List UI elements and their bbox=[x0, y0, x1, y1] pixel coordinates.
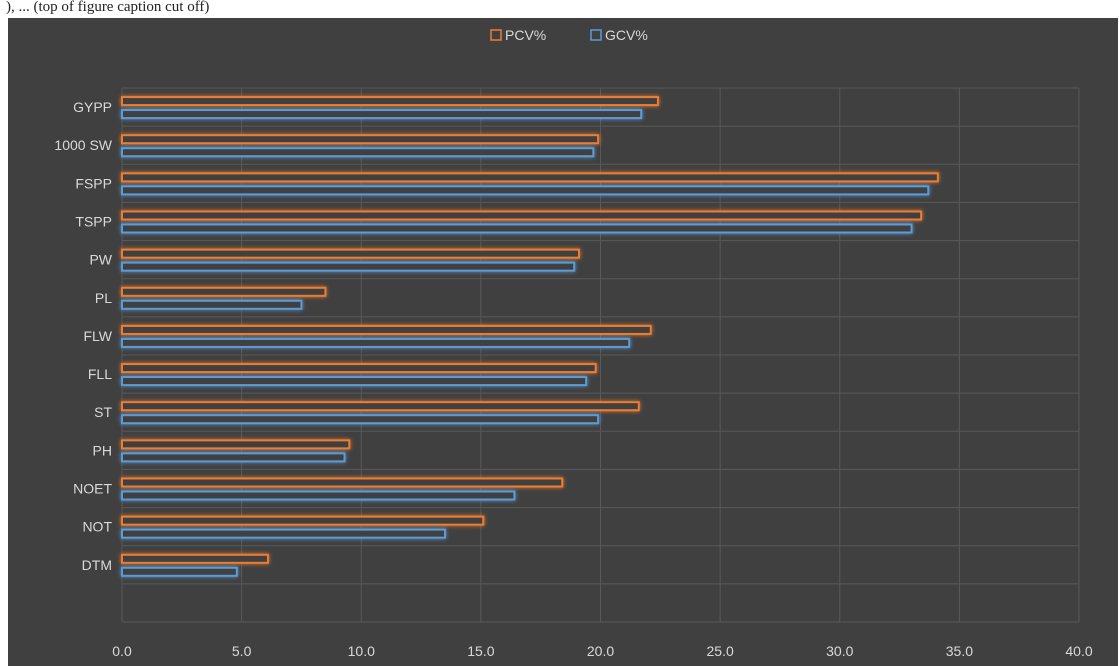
bar-chart: GYPP 1000 SW FSPP TSPP PW PL FLW FLL ST PH NOET NOT… bbox=[54, 27, 1093, 659]
category-label: ST bbox=[94, 404, 112, 420]
bar-gcv-noet bbox=[121, 490, 516, 501]
bar-gcv-pw bbox=[121, 261, 576, 272]
bar-pcv-fll bbox=[121, 363, 597, 374]
category-label: GYPP bbox=[73, 99, 112, 115]
legend: PCV% GCV% bbox=[490, 27, 648, 43]
value-tick-label: 15.0 bbox=[467, 643, 494, 659]
category-label: FSPP bbox=[75, 175, 112, 191]
bar-gcv-st bbox=[121, 414, 600, 425]
bar-pcv-pl bbox=[121, 286, 327, 297]
category-label: NOT bbox=[82, 519, 112, 535]
legend-label: GCV% bbox=[605, 27, 648, 43]
bar-pcv-gypp bbox=[121, 96, 659, 107]
bar-gcv-not bbox=[121, 528, 446, 539]
legend-swatch bbox=[490, 29, 502, 41]
chart-area: GYPP 1000 SW FSPP TSPP PW PL FLW FLL ST PH NOET NOT… bbox=[8, 18, 1118, 666]
category-label: DTM bbox=[82, 557, 112, 573]
category-label: FLW bbox=[83, 328, 112, 344]
legend-label: PCV% bbox=[505, 27, 546, 43]
value-tick-label: 40.0 bbox=[1065, 643, 1092, 659]
bar-gcv-dtm bbox=[121, 566, 238, 577]
bar-pcv-flw bbox=[121, 324, 652, 335]
bar-gcv-ph bbox=[121, 452, 346, 463]
bar-pcv-1000-sw bbox=[121, 134, 600, 145]
value-tick-label: 0.0 bbox=[112, 643, 132, 659]
bar-gcv-tspp bbox=[121, 223, 913, 234]
bar-gcv-1000-sw bbox=[121, 147, 595, 158]
category-label: PH bbox=[93, 442, 112, 458]
value-tick-label: 35.0 bbox=[946, 643, 973, 659]
bars bbox=[121, 96, 939, 577]
bar-pcv-fspp bbox=[121, 172, 939, 183]
figure-caption-fragment: ), ... (top of figure caption cut off) bbox=[0, 0, 1119, 18]
category-label: PW bbox=[89, 252, 112, 268]
category-label: 1000 SW bbox=[54, 137, 112, 153]
value-tick-label: 10.0 bbox=[348, 643, 375, 659]
bar-pcv-tspp bbox=[121, 210, 923, 221]
gridlines bbox=[121, 87, 1080, 623]
value-tick-label: 25.0 bbox=[707, 643, 734, 659]
bar-pcv-not bbox=[121, 515, 485, 526]
caption-text: ), ... (top of figure caption cut off) bbox=[6, 0, 210, 15]
value-tick-label: 20.0 bbox=[587, 643, 614, 659]
category-label: NOET bbox=[73, 481, 112, 497]
legend-swatch bbox=[590, 29, 602, 41]
bar-pcv-ph bbox=[121, 439, 351, 450]
bar-gcv-fspp bbox=[121, 185, 930, 196]
bar-gcv-pl bbox=[121, 299, 303, 310]
category-axis-labels: GYPP 1000 SW FSPP TSPP PW PL FLW FLL ST PH NOET NOT… bbox=[54, 99, 112, 573]
bar-pcv-noet bbox=[121, 477, 564, 488]
category-label: FLL bbox=[88, 366, 112, 382]
bar-gcv-flw bbox=[121, 337, 631, 348]
value-axis-labels: 0.0 5.0 10.0 15.0 20.0 25.0 30.0 35.0 40.0 bbox=[112, 643, 1093, 659]
bar-pcv-pw bbox=[121, 248, 580, 259]
bar-pcv-dtm bbox=[121, 553, 269, 564]
bar-gcv-gypp bbox=[121, 109, 643, 120]
value-tick-label: 30.0 bbox=[826, 643, 853, 659]
category-label: PL bbox=[95, 290, 112, 306]
value-tick-label: 5.0 bbox=[232, 643, 252, 659]
bar-pcv-st bbox=[121, 401, 640, 412]
bar-gcv-fll bbox=[121, 376, 588, 387]
category-label: TSPP bbox=[75, 214, 112, 230]
